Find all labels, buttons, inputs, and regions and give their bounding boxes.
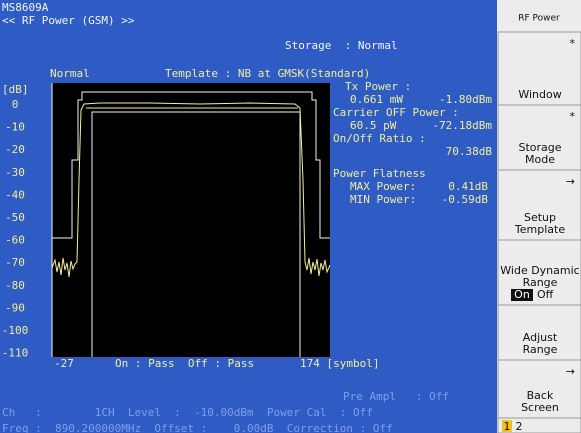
toggle-on[interactable]: On: [514, 288, 530, 301]
template: Template : NB at GMSK(Standard): [165, 67, 370, 80]
softkey-label: Setup: [524, 211, 556, 224]
page-number[interactable]: 2: [516, 420, 523, 433]
y-tick-label: -40: [5, 188, 25, 201]
page-number[interactable]: 1: [504, 420, 511, 433]
y-tick-label: -80: [5, 279, 25, 292]
toggle-off[interactable]: Off: [537, 288, 554, 301]
y-tick-label: -60: [5, 234, 25, 247]
judgement: On : Pass Off : Pass: [115, 357, 254, 370]
y-tick-label: -70: [5, 256, 25, 269]
result-value: -1.80dBm: [439, 93, 492, 106]
softkey-mark: →: [566, 365, 575, 378]
y-tick-label: -50: [5, 211, 25, 224]
upper-template: [52, 91, 330, 239]
softkey-title: RF Power: [518, 14, 560, 24]
y-tick-label: -110: [2, 347, 29, 360]
status: Pre Ampl : Off: [343, 390, 449, 403]
y-tick-label: -100: [2, 324, 29, 337]
page-current: [502, 420, 512, 432]
softkey-label: Range: [523, 276, 558, 289]
status: Ch : 1CH Level : -10.00dBm Power Cal : O…: [2, 406, 373, 419]
model: MS8609A: [2, 1, 49, 14]
result-value: 60.5 pW: [350, 119, 397, 132]
result-label: MAX Power:: [350, 180, 416, 193]
softkey-label: Storage: [518, 141, 561, 154]
status: Freq : 890.200000MHz Offset : 0.00dB Cor…: [2, 422, 393, 433]
softkey-label: Adjust: [523, 331, 558, 344]
result-value: 0.41dB: [448, 180, 488, 193]
y-tick-label: -90: [5, 301, 25, 314]
y-tick-label: -10: [5, 121, 25, 134]
lower-template: [91, 111, 301, 357]
softkey-label: Window: [518, 88, 561, 101]
result-label: Power Flatness: [333, 167, 426, 180]
softkey-label: Back: [527, 389, 554, 402]
storage: Storage : Normal: [285, 39, 398, 52]
softkey-label: Template: [514, 223, 565, 236]
x-start: -27: [54, 357, 74, 370]
softkey-mark: *: [570, 110, 576, 123]
result-label: Carrier OFF Power :: [333, 106, 459, 119]
result-value: -0.59dB: [442, 193, 489, 206]
toggle-on-bg: [511, 289, 533, 301]
softkey-mark: →: [566, 175, 575, 188]
result-label: MIN Power:: [350, 193, 416, 206]
x-end: 174 [symbol]: [300, 357, 379, 370]
y-unit: [dB]: [2, 83, 29, 96]
result-value: 70.38dB: [446, 145, 493, 158]
softkey-button[interactable]: [497, 304, 581, 361]
y-tick-label: -30: [5, 166, 25, 179]
softkey-label: Mode: [525, 153, 555, 166]
result-label: On/Off Ratio :: [333, 132, 426, 145]
y-tick-label: -20: [5, 143, 25, 156]
page-indicator: [497, 417, 581, 433]
result-value: -72.18dBm: [432, 119, 492, 132]
result-label: Tx Power :: [345, 80, 411, 93]
power-trace: [51, 102, 331, 278]
softkey-label: Screen: [521, 401, 559, 414]
mode: Normal: [50, 67, 90, 80]
softkey-label: Wide Dynamic: [500, 264, 579, 277]
result-value: 0.661 mW: [350, 93, 403, 106]
softkey-mark: *: [570, 37, 576, 50]
plot-area: [52, 83, 330, 357]
screen-title: << RF Power (GSM) >>: [2, 14, 135, 27]
y-tick-label: 0: [12, 98, 19, 111]
softkey-button[interactable]: [497, 104, 581, 171]
softkey[interactable]: * Window: [497, 31, 581, 106]
softkey-button[interactable]: [497, 31, 581, 106]
softkey-label: Range: [523, 343, 558, 356]
